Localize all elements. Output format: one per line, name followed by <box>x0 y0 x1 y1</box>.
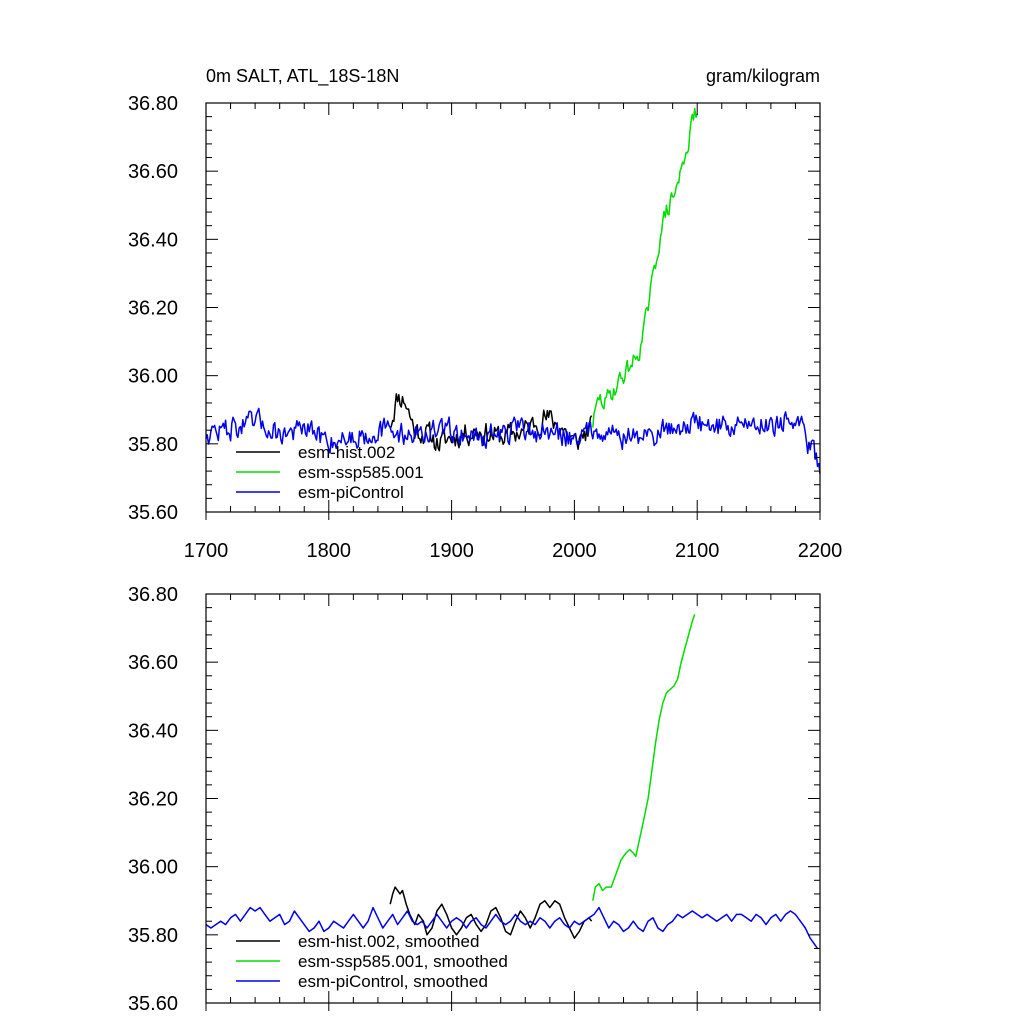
legend-label: esm-piControl, smoothed <box>298 972 488 991</box>
panel-units: gram/kilogram <box>706 66 820 86</box>
legend-label: esm-ssp585.001, smoothed <box>298 952 508 971</box>
y-tick-label: 36.40 <box>128 229 178 251</box>
bottom-panel: 35.60 35.80 36.00 36.20 36.40 36.60 36.80 esm-… <box>128 584 821 1015</box>
panel-title: 0m SALT, ATL_18S-18N <box>206 66 399 87</box>
y-tick-label: 36.80 <box>128 584 178 606</box>
plot-frame <box>205 102 821 513</box>
legend-item-piControl: esm-piControl, smoothed <box>236 972 488 991</box>
y-tick-label: 36.60 <box>128 652 178 674</box>
y-tick-label: 35.60 <box>128 993 178 1015</box>
series-layer <box>205 107 821 474</box>
x-tick-label: 2200 <box>798 540 843 562</box>
legend-item-piControl: esm-piControl <box>236 483 404 502</box>
y-tick-label: 35.80 <box>128 925 178 947</box>
legend-item-ssp585: esm-ssp585.001, smoothed <box>236 952 508 971</box>
x-tick-label: 1700 <box>184 540 229 562</box>
top-panel: 0m SALT, ATL_18S-18N gram/kilogram 35.60… <box>128 66 842 562</box>
x-tick-label: 1800 <box>307 540 352 562</box>
y-tick-label: 35.60 <box>128 502 178 524</box>
legend-label: esm-piControl <box>298 483 404 502</box>
y-tick-label: 36.20 <box>128 298 178 320</box>
ticks-layer: 35.60 35.80 36.00 36.20 36.40 36.60 36.80 <box>128 584 821 1015</box>
series-line-ssp585 <box>592 107 698 428</box>
y-tick-label: 36.20 <box>128 789 178 811</box>
x-tick-label: 2000 <box>552 540 597 562</box>
y-tick-label: 36.60 <box>128 161 178 183</box>
legend-item-hist: esm-hist.002, smoothed <box>236 932 479 951</box>
plot-frame <box>205 593 821 1004</box>
series-layer <box>205 614 819 949</box>
legend-label: esm-ssp585.001 <box>298 463 424 482</box>
legend-label: esm-hist.002, smoothed <box>298 932 479 951</box>
y-tick-label: 36.00 <box>128 366 178 388</box>
x-tick-label: 2100 <box>675 540 720 562</box>
series-line-piControl <box>205 906 819 949</box>
y-tick-label: 35.80 <box>128 434 178 456</box>
x-tick-label: 1900 <box>429 540 474 562</box>
y-tick-label: 36.40 <box>128 720 178 742</box>
legend-item-hist: esm-hist.002 <box>236 443 395 462</box>
y-tick-label: 36.80 <box>128 93 178 115</box>
y-tick-label: 36.00 <box>128 857 178 879</box>
ticks-layer: 35.60 35.80 36.00 36.20 36.40 36.60 36.80 1700 1… <box>128 93 842 562</box>
legend-label: esm-hist.002 <box>298 443 395 462</box>
series-line-piControl <box>205 407 821 474</box>
series-line-ssp585 <box>592 614 696 901</box>
legend-item-ssp585: esm-ssp585.001 <box>236 463 424 482</box>
